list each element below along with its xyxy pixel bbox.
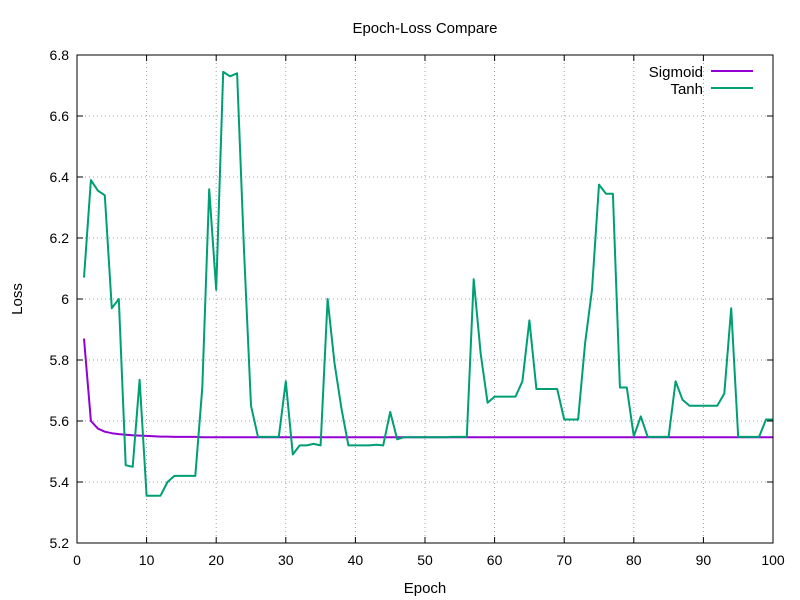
series-line-tanh — [83, 70, 773, 497]
x-axis-label: Epoch — [404, 580, 447, 597]
y-tick-label: 6.4 — [50, 169, 70, 185]
y-tick-label: 5.2 — [50, 535, 70, 551]
x-tick-label: 10 — [139, 552, 155, 568]
y-axis-label: Loss — [9, 283, 26, 315]
y-tick-label: 5.4 — [50, 474, 70, 490]
tick-labels: 0 10 20 30 40 50 60 70 80 90 100 5.2 5.4 5.6 5.8 6 6.2 6.… — [50, 47, 785, 568]
y-tick-label: 5.6 — [50, 413, 70, 429]
x-tick-label: 90 — [696, 552, 712, 568]
y-tick-label: 5.8 — [50, 352, 70, 368]
series-lines — [83, 70, 773, 497]
x-tick-label: 40 — [348, 552, 364, 568]
legend-label-tanh: Tanh — [670, 81, 703, 98]
legend: Sigmoid Tanh — [649, 64, 753, 98]
x-tick-label: 20 — [208, 552, 224, 568]
y-tick-label: 6.8 — [50, 47, 70, 63]
x-tick-label: 30 — [278, 552, 294, 568]
axis-ticks — [76, 54, 774, 544]
y-tick-label: 6 — [61, 291, 69, 307]
legend-label-sigmoid: Sigmoid — [649, 64, 703, 81]
y-tick-label: 6.6 — [50, 108, 70, 124]
x-tick-label: 0 — [73, 552, 81, 568]
x-tick-label: 50 — [417, 552, 433, 568]
x-tick-label: 100 — [761, 552, 785, 568]
x-tick-label: 80 — [626, 552, 642, 568]
y-tick-label: 6.2 — [50, 230, 70, 246]
grid — [77, 55, 773, 543]
x-tick-label: 70 — [556, 552, 572, 568]
x-tick-label: 60 — [487, 552, 503, 568]
chart-title: Epoch-Loss Compare — [352, 20, 497, 37]
